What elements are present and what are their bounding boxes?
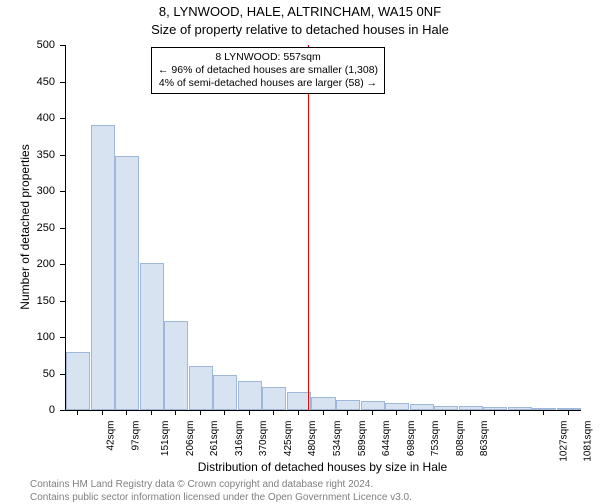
- footer-attribution: Contains HM Land Registry data © Crown c…: [30, 478, 412, 504]
- histogram-bar: [410, 404, 434, 410]
- x-tick-label: 1081sqm: [583, 421, 594, 462]
- x-tick-mark: [494, 410, 495, 415]
- property-size-histogram: 8, LYNWOOD, HALE, ALTRINCHAM, WA15 0NF S…: [0, 0, 600, 500]
- x-tick-label: 808sqm: [455, 421, 466, 457]
- histogram-bar: [385, 403, 409, 410]
- histogram-bar: [311, 397, 335, 410]
- x-tick-label: 589sqm: [357, 421, 368, 457]
- footer-line-1: Contains HM Land Registry data © Crown c…: [30, 478, 412, 491]
- y-tick-label: 200: [0, 258, 55, 270]
- x-tick-mark: [298, 410, 299, 415]
- histogram-bar: [508, 407, 532, 410]
- histogram-bar: [532, 408, 556, 410]
- footer-line-2: Contains public sector information licen…: [30, 491, 412, 504]
- x-tick-mark: [102, 410, 103, 415]
- x-tick-mark: [323, 410, 324, 415]
- histogram-bar: [115, 156, 139, 410]
- histogram-bar: [91, 125, 115, 410]
- x-tick-mark: [224, 410, 225, 415]
- histogram-bar: [557, 408, 581, 410]
- x-tick-mark: [519, 410, 520, 415]
- reference-line: [308, 45, 309, 410]
- x-tick-mark: [543, 410, 544, 415]
- x-tick-label: 480sqm: [308, 421, 319, 457]
- chart-title-address: 8, LYNWOOD, HALE, ALTRINCHAM, WA15 0NF: [0, 4, 600, 19]
- histogram-bar: [434, 406, 458, 410]
- y-tick-label: 500: [0, 39, 55, 51]
- x-tick-mark: [200, 410, 201, 415]
- histogram-bar: [164, 321, 188, 410]
- x-tick-label: 1027sqm: [558, 421, 569, 462]
- y-tick-mark: [60, 301, 65, 302]
- x-tick-mark: [249, 410, 250, 415]
- x-tick-label: 370sqm: [258, 421, 269, 457]
- y-tick-label: 50: [0, 368, 55, 380]
- x-tick-mark: [396, 410, 397, 415]
- y-tick-label: 300: [0, 185, 55, 197]
- x-tick-mark: [470, 410, 471, 415]
- y-tick-label: 400: [0, 112, 55, 124]
- x-tick-label: 97sqm: [130, 421, 141, 451]
- x-tick-label: 753sqm: [430, 421, 441, 457]
- y-tick-mark: [60, 410, 65, 411]
- x-tick-mark: [445, 410, 446, 415]
- x-tick-mark: [273, 410, 274, 415]
- histogram-bar: [140, 263, 164, 410]
- y-tick-mark: [60, 337, 65, 338]
- x-tick-label: 206sqm: [185, 421, 196, 457]
- x-tick-label: 151sqm: [160, 421, 171, 457]
- x-axis-label: Distribution of detached houses by size …: [65, 460, 580, 474]
- y-tick-mark: [60, 228, 65, 229]
- x-tick-label: 698sqm: [406, 421, 417, 457]
- histogram-bar: [238, 381, 262, 410]
- x-tick-label: 42sqm: [106, 421, 117, 451]
- x-tick-label: 534sqm: [332, 421, 343, 457]
- y-tick-mark: [60, 155, 65, 156]
- chart-title-sub: Size of property relative to detached ho…: [0, 22, 600, 37]
- histogram-bar: [66, 352, 90, 410]
- x-tick-label: 863sqm: [479, 421, 490, 457]
- x-tick-label: 644sqm: [381, 421, 392, 457]
- x-tick-mark: [372, 410, 373, 415]
- x-tick-label: 261sqm: [209, 421, 220, 457]
- histogram-bar: [483, 407, 507, 410]
- histogram-bar: [361, 401, 385, 410]
- y-tick-label: 100: [0, 331, 55, 343]
- y-tick-mark: [60, 374, 65, 375]
- y-tick-mark: [60, 191, 65, 192]
- x-tick-mark: [421, 410, 422, 415]
- annotation-line-2: ← 96% of detached houses are smaller (1,…: [158, 64, 378, 77]
- y-tick-mark: [60, 264, 65, 265]
- y-tick-label: 350: [0, 149, 55, 161]
- histogram-bar: [189, 366, 213, 410]
- histogram-bar: [213, 375, 237, 410]
- annotation-line-1: 8 LYNWOOD: 557sqm: [158, 51, 378, 64]
- x-tick-mark: [77, 410, 78, 415]
- y-tick-mark: [60, 45, 65, 46]
- x-tick-label: 316sqm: [234, 421, 245, 457]
- x-tick-mark: [126, 410, 127, 415]
- y-tick-mark: [60, 118, 65, 119]
- annotation-line-3: 4% of semi-detached houses are larger (5…: [158, 77, 378, 90]
- x-tick-label: 425sqm: [283, 421, 294, 457]
- y-tick-label: 450: [0, 76, 55, 88]
- histogram-bar: [459, 406, 483, 410]
- y-tick-label: 150: [0, 295, 55, 307]
- x-tick-mark: [347, 410, 348, 415]
- x-tick-mark: [151, 410, 152, 415]
- y-tick-mark: [60, 82, 65, 83]
- histogram-bar: [262, 387, 286, 410]
- annotation-callout: 8 LYNWOOD: 557sqm ← 96% of detached hous…: [151, 47, 385, 94]
- x-tick-mark: [568, 410, 569, 415]
- y-tick-label: 0: [0, 404, 55, 416]
- y-tick-label: 250: [0, 222, 55, 234]
- plot-area: 8 LYNWOOD: 557sqm ← 96% of detached hous…: [65, 45, 581, 411]
- x-tick-mark: [175, 410, 176, 415]
- histogram-bar: [336, 400, 360, 410]
